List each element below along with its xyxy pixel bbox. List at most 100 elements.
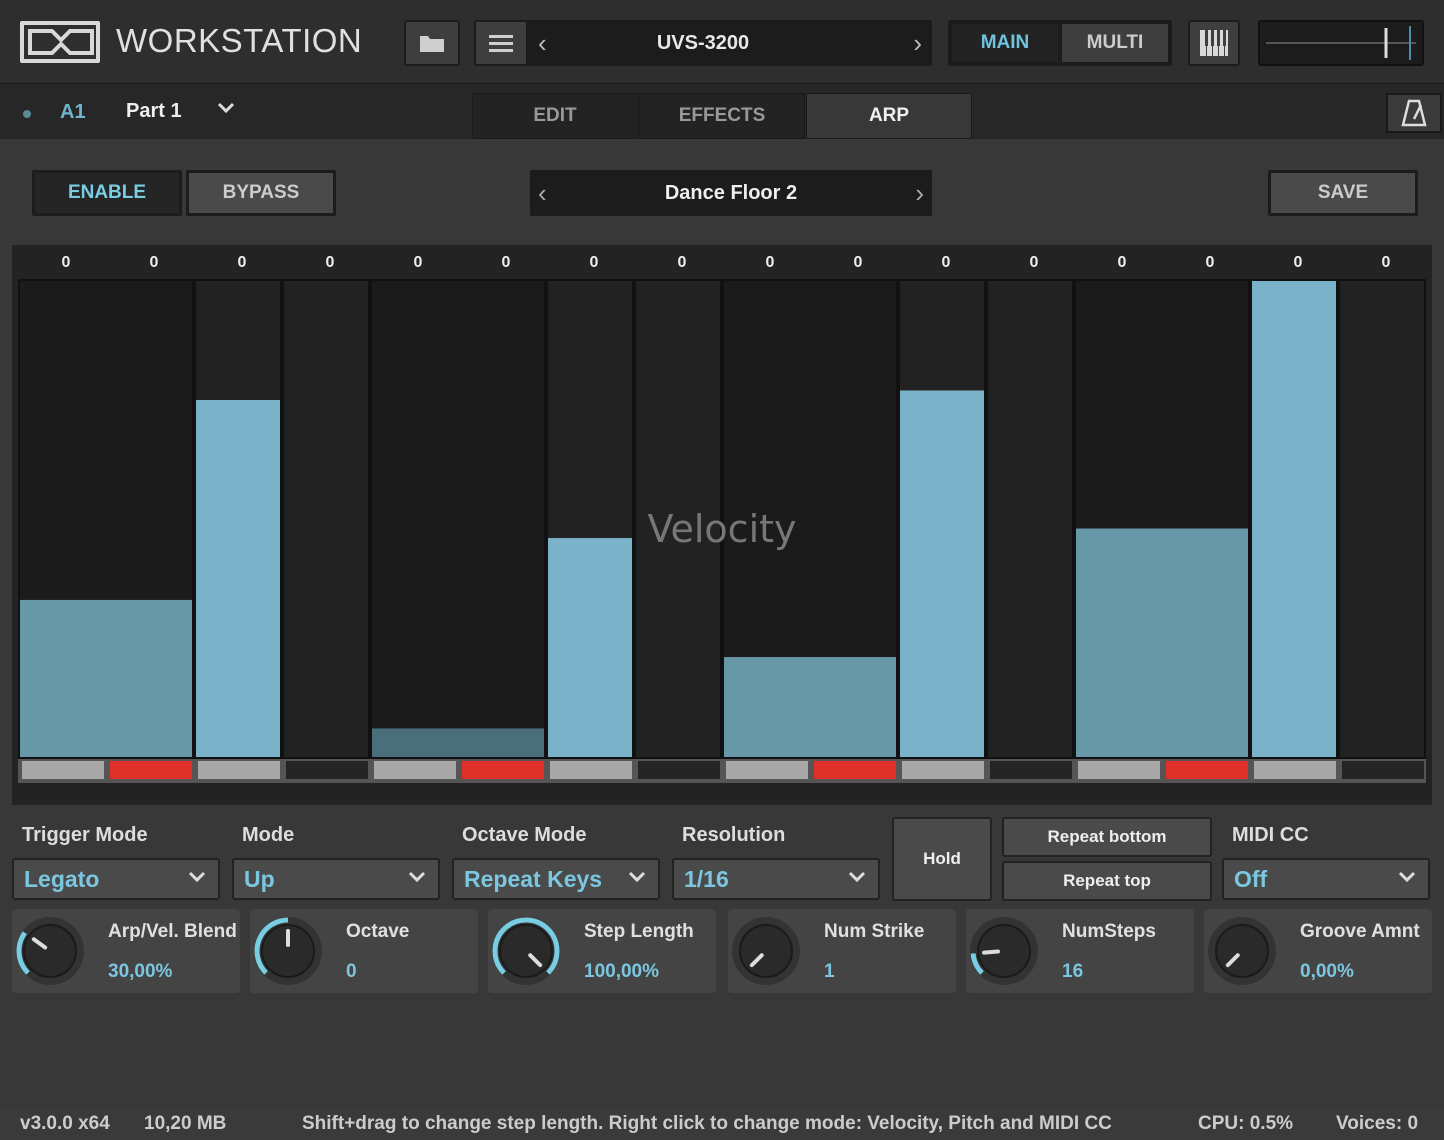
knob-level-arc bbox=[16, 931, 30, 975]
preset-selector[interactable]: ‹ UVS-3200 › bbox=[474, 20, 932, 66]
step-tie-slot[interactable] bbox=[110, 761, 192, 779]
velocity-bar[interactable] bbox=[1076, 528, 1248, 757]
knob-level-arc bbox=[492, 917, 560, 975]
step-value-label: 0 bbox=[326, 254, 335, 271]
knob-pointer bbox=[528, 953, 543, 968]
knob-pointer bbox=[982, 949, 1001, 955]
step-tie-slot[interactable] bbox=[462, 761, 544, 779]
knob-pointer bbox=[1225, 953, 1240, 968]
groove-amount-knob[interactable] bbox=[1204, 909, 1288, 993]
master-volume-slider[interactable] bbox=[1258, 20, 1424, 66]
prev-arp-preset-icon[interactable]: ‹ bbox=[538, 178, 547, 208]
menu-button[interactable] bbox=[474, 20, 528, 66]
mode-label: Mode bbox=[242, 824, 295, 846]
step-column[interactable] bbox=[1340, 281, 1424, 757]
octave-value: 0 bbox=[346, 961, 357, 982]
velocity-bar[interactable] bbox=[724, 657, 896, 757]
step-tie-slot[interactable] bbox=[550, 761, 632, 779]
num-strike-knob[interactable] bbox=[728, 909, 812, 993]
velocity-bar[interactable] bbox=[548, 538, 632, 757]
step-value-label: 0 bbox=[766, 254, 775, 271]
chevron-down-icon bbox=[408, 867, 426, 891]
arp-panel: ENABLE BYPASS ‹ Dance Floor 2 › SAVE 0 0 0… bbox=[0, 139, 1444, 1140]
num-steps-knob-card: NumSteps 16 bbox=[966, 909, 1194, 993]
step-tie-slot[interactable] bbox=[198, 761, 280, 779]
memory-usage: 10,20 MB bbox=[144, 1113, 227, 1134]
groove-amount-label: Groove Amnt bbox=[1300, 921, 1420, 942]
resolution-dropdown[interactable]: 1/16 bbox=[672, 858, 880, 900]
trigger-mode-value: Legato bbox=[24, 866, 100, 892]
octave-mode-dropdown[interactable]: Repeat Keys bbox=[452, 858, 660, 900]
main-mode-button[interactable]: MAIN bbox=[952, 24, 1058, 62]
step-length-value: 100,00% bbox=[584, 961, 660, 982]
repeat-bottom-button[interactable]: Repeat bottom bbox=[1002, 817, 1212, 857]
octave-mode-value: Repeat Keys bbox=[464, 866, 603, 892]
step-column[interactable] bbox=[988, 281, 1072, 757]
chevron-down-icon bbox=[188, 867, 206, 891]
step-column[interactable] bbox=[372, 281, 544, 757]
preset-name[interactable]: UVS-3200 bbox=[656, 32, 750, 54]
step-length-knob[interactable] bbox=[488, 909, 572, 993]
next-arp-preset-icon[interactable]: › bbox=[915, 178, 924, 208]
step-tie-slot[interactable] bbox=[814, 761, 896, 779]
trigger-mode-dropdown[interactable]: Legato bbox=[12, 858, 220, 900]
hold-button[interactable]: Hold bbox=[892, 817, 992, 901]
velocity-bar[interactable] bbox=[196, 400, 280, 757]
piano-keys-icon bbox=[1200, 30, 1228, 56]
mode-value: Up bbox=[244, 866, 275, 892]
step-tie-slot[interactable] bbox=[1078, 761, 1160, 779]
velocity-bar[interactable] bbox=[372, 728, 544, 757]
resolution-value: 1/16 bbox=[684, 866, 729, 892]
folder-button[interactable] bbox=[404, 20, 460, 66]
knob-pointer bbox=[749, 953, 764, 968]
step-length-label: Step Length bbox=[584, 921, 694, 942]
step-tie-slot[interactable] bbox=[990, 761, 1072, 779]
midi-cc-dropdown[interactable]: Off bbox=[1222, 858, 1430, 900]
keyboard-button[interactable] bbox=[1188, 20, 1240, 66]
next-preset-icon[interactable]: › bbox=[913, 28, 922, 58]
multi-mode-button[interactable]: MULTI bbox=[1062, 24, 1168, 62]
repeat-top-button[interactable]: Repeat top bbox=[1002, 861, 1212, 901]
chevron-down-icon bbox=[1398, 867, 1416, 891]
tab-edit[interactable]: EDIT bbox=[472, 93, 638, 139]
part-name[interactable]: Part 1 bbox=[126, 100, 182, 122]
step-column[interactable] bbox=[636, 281, 720, 757]
chevron-down-icon bbox=[628, 867, 646, 891]
arp-vel-blend-knob[interactable] bbox=[12, 909, 96, 993]
step-tie-slot[interactable] bbox=[22, 761, 104, 779]
arp-preset-name[interactable]: Dance Floor 2 bbox=[664, 182, 798, 204]
step-tie-slot[interactable] bbox=[286, 761, 368, 779]
mode-dropdown[interactable]: Up bbox=[232, 858, 440, 900]
prev-preset-icon[interactable]: ‹ bbox=[538, 28, 547, 58]
tab-effects[interactable]: EFFECTS bbox=[639, 93, 805, 139]
num-strike-label: Num Strike bbox=[824, 921, 925, 942]
metronome-button[interactable] bbox=[1386, 93, 1442, 133]
step-tie-slot[interactable] bbox=[1342, 761, 1424, 779]
step-value-label: 0 bbox=[1030, 254, 1039, 271]
bypass-button[interactable]: BYPASS bbox=[186, 170, 336, 216]
velocity-bar[interactable] bbox=[1252, 281, 1336, 757]
arp-preset-selector[interactable]: ‹ Dance Floor 2 › bbox=[530, 170, 932, 216]
knob-pointer bbox=[31, 937, 48, 950]
step-value-label: 0 bbox=[1206, 254, 1215, 271]
step-column[interactable] bbox=[284, 281, 368, 757]
enable-button[interactable]: ENABLE bbox=[32, 170, 182, 216]
octave-knob[interactable] bbox=[250, 909, 334, 993]
cpu-usage: CPU: 0.5% bbox=[1198, 1113, 1294, 1134]
velocity-bar[interactable] bbox=[900, 390, 984, 757]
step-tie-slot[interactable] bbox=[1254, 761, 1336, 779]
num-steps-knob[interactable] bbox=[966, 909, 1050, 993]
save-button[interactable]: SAVE bbox=[1268, 170, 1418, 216]
step-tie-slot[interactable] bbox=[726, 761, 808, 779]
step-tie-slot[interactable] bbox=[902, 761, 984, 779]
app-title: WORKSTATION bbox=[116, 22, 363, 59]
uvi-logo bbox=[20, 21, 100, 63]
step-tie-slot[interactable] bbox=[374, 761, 456, 779]
step-tie-slot[interactable] bbox=[638, 761, 720, 779]
step-tie-slot[interactable] bbox=[1166, 761, 1248, 779]
step-value-label: 0 bbox=[854, 254, 863, 271]
tab-arp[interactable]: ARP bbox=[806, 93, 972, 139]
velocity-bar[interactable] bbox=[20, 599, 192, 757]
chevron-down-icon[interactable] bbox=[216, 97, 236, 123]
